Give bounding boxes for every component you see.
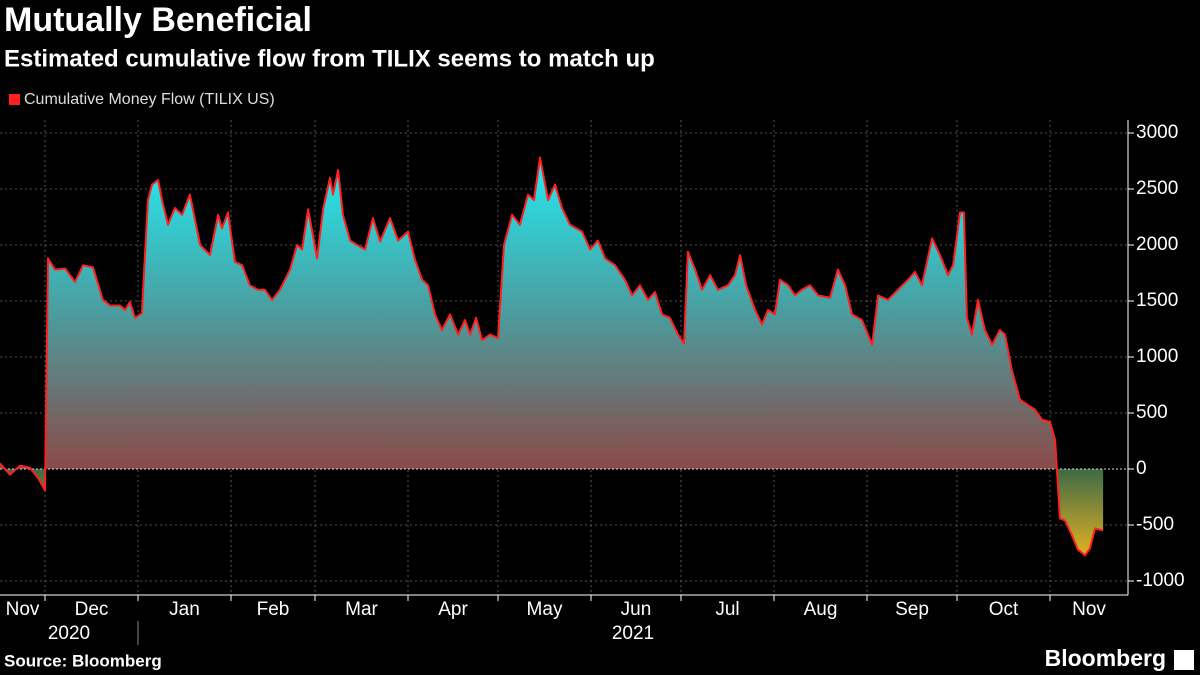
brand-icon xyxy=(1174,650,1194,670)
x-tick-label: Oct xyxy=(989,599,1019,620)
source: Source: Bloomberg xyxy=(4,651,162,670)
legend-name: Cumulative Money Flow (TILIX US) xyxy=(24,91,275,108)
y-tick-label: 500 xyxy=(1136,402,1168,423)
line xyxy=(0,156,1104,557)
x-tick-label: Aug xyxy=(804,599,838,620)
chart-title: Mutually Beneficial xyxy=(4,1,312,39)
y-tick-label: -1000 xyxy=(1136,570,1185,591)
y-tick-label: 3000 xyxy=(1136,122,1178,143)
y-tick-label: 1500 xyxy=(1136,290,1178,311)
legend-label: Cumulative Money Flow (TILIX US) xyxy=(24,91,275,108)
y-tick-label: 1000 xyxy=(1136,346,1178,367)
x-tick-label: Sep xyxy=(895,599,929,620)
x-tick-label: Feb xyxy=(257,599,290,620)
x-tick-label: Jun xyxy=(621,599,652,620)
legend-swatch xyxy=(9,94,20,105)
year-label: 2020 xyxy=(48,623,90,644)
y-tick-label: 2500 xyxy=(1136,178,1178,199)
chart-subtitle: Estimated cumulative flow from TILIX see… xyxy=(4,45,655,72)
x-tick-label: Nov xyxy=(6,599,40,620)
x-tick-label: Jul xyxy=(715,599,739,620)
brand: Bloomberg xyxy=(1045,645,1166,671)
area-positive xyxy=(0,157,1104,469)
x-tick-label: Jan xyxy=(169,599,200,620)
x-tick-label: May xyxy=(527,599,563,620)
x-tick-label: Apr xyxy=(438,599,468,620)
y-tick-label: 0 xyxy=(1136,458,1147,479)
x-tick-label: Dec xyxy=(75,599,109,620)
x-tick-label: Nov xyxy=(1072,599,1106,620)
x-tick-label: Mar xyxy=(345,599,378,620)
y-tick-label: -500 xyxy=(1136,514,1174,535)
y-tick-label: 2000 xyxy=(1136,234,1178,255)
year-label: 2021 xyxy=(612,623,654,644)
